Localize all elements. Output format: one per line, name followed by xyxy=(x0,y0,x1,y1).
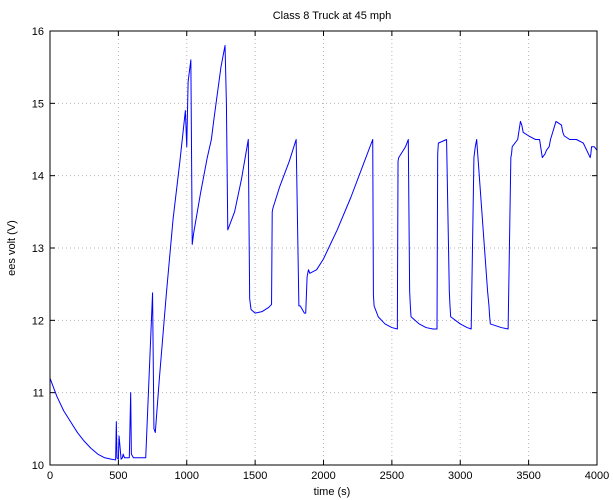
chart-title: Class 8 Truck at 45 mph xyxy=(273,10,392,22)
y-tick-label: 11 xyxy=(33,388,44,400)
x-tick-label: 3500 xyxy=(516,470,540,482)
x-axis-title: time (s) xyxy=(314,486,351,498)
y-tick-label: 14 xyxy=(32,171,44,183)
x-tick-label: 1500 xyxy=(243,470,267,482)
x-tick-label: 2500 xyxy=(380,470,404,482)
y-tick-label: 15 xyxy=(32,98,44,110)
grid xyxy=(50,31,597,465)
y-axis-title: ees volt (V) xyxy=(6,220,18,276)
x-tick-label: 500 xyxy=(109,470,127,482)
series-layer xyxy=(49,44,598,461)
y-tick-label: 16 xyxy=(32,26,44,38)
ticks: 0 500 1000 1500 2000 2500 3000 3500 4000 10 11 12 13… xyxy=(32,26,609,482)
x-tick-label: 3000 xyxy=(448,470,472,482)
x-tick-label: 1000 xyxy=(175,470,199,482)
x-tick-label: 2000 xyxy=(311,470,335,482)
y-tick-label: 12 xyxy=(32,315,44,327)
y-tick-label: 10 xyxy=(32,460,44,472)
x-tick-label: 4000 xyxy=(585,470,609,482)
y-tick-label: 13 xyxy=(32,243,44,255)
x-tick-label: 0 xyxy=(47,470,53,482)
series-line-1 xyxy=(49,44,598,461)
